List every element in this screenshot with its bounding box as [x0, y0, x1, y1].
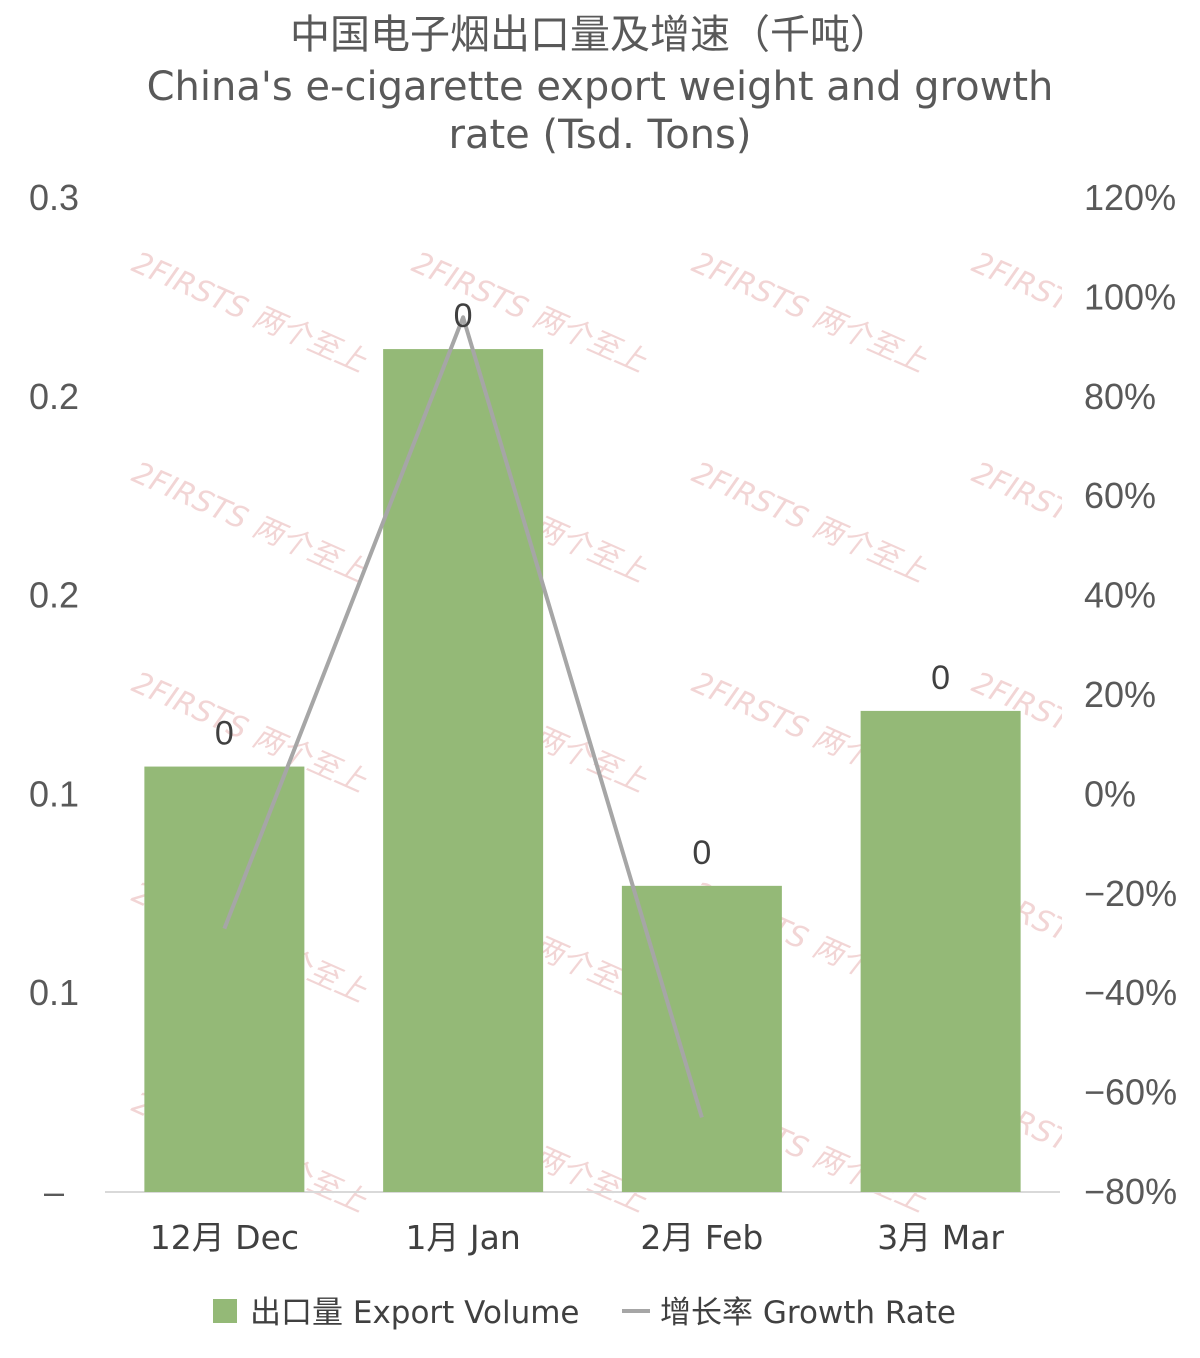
data-label: 0 — [931, 659, 950, 697]
left-tick-label: 0.1 — [29, 972, 79, 1013]
legend-label-export-volume: 出口量 Export Volume — [250, 1295, 579, 1331]
legend: 出口量 Export Volume 增长率 Growth Rate — [213, 1295, 956, 1331]
legend-swatch-export-volume — [213, 1299, 237, 1323]
right-tick-label: −40% — [1084, 972, 1177, 1013]
right-tick-label: −80% — [1084, 1171, 1177, 1212]
bar — [860, 710, 1021, 1192]
data-label: 0 — [692, 834, 711, 872]
right-tick-label: 80% — [1084, 376, 1156, 417]
right-axis: −80% −60% −40% −20% 0% 20% 40% 60% 80% 100% 120% — [1084, 177, 1177, 1212]
left-axis: – 0.1 0.1 0.2 0.2 0.3 — [29, 177, 79, 1212]
category-label: 3月 Mar — [877, 1218, 1004, 1257]
right-tick-label: −60% — [1084, 1072, 1177, 1113]
watermark-text: 2FIRSTS 两个至上 — [687, 455, 932, 590]
category-labels: 12月 Dec 1月 Jan 2月 Feb 3月 Mar — [150, 1218, 1005, 1257]
category-label: 12月 Dec — [150, 1218, 299, 1257]
left-tick-label: – — [44, 1171, 64, 1212]
watermark-text: 2FIRSTS 两个至上 — [127, 245, 372, 380]
chart-title: 中国电子烟出口量及增速（千吨） — [290, 12, 890, 58]
chart-subtitle-line-1: China's e-cigarette export weight and gr… — [147, 64, 1054, 110]
right-tick-label: 0% — [1084, 773, 1136, 814]
left-tick-label: 0.1 — [29, 773, 79, 814]
watermark-text: 2FIRSTS 两个至上 — [127, 455, 372, 590]
data-label: 0 — [215, 715, 234, 753]
left-tick-label: 0.2 — [29, 376, 79, 417]
growth-rate-line — [222, 315, 704, 1119]
legend-label-growth-rate: 增长率 Growth Rate — [660, 1295, 956, 1331]
watermark-text: 2FIRSTS 两个至上 — [687, 245, 932, 380]
data-labels: 0 0 0 0 — [215, 297, 950, 872]
category-label: 2月 Feb — [640, 1218, 763, 1257]
bar — [144, 766, 305, 1192]
right-tick-label: −20% — [1084, 873, 1177, 914]
chart-subtitle-line-2: rate (Tsd. Tons) — [449, 112, 752, 158]
right-tick-label: 120% — [1084, 177, 1176, 218]
line-series — [222, 315, 704, 1119]
right-tick-label: 40% — [1084, 575, 1156, 616]
left-tick-label: 0.3 — [29, 177, 79, 218]
right-tick-label: 20% — [1084, 674, 1156, 715]
left-tick-label: 0.2 — [29, 575, 79, 616]
category-label: 1月 Jan — [405, 1218, 520, 1257]
right-tick-label: 100% — [1084, 276, 1176, 317]
bar-series — [144, 349, 1021, 1192]
right-tick-label: 60% — [1084, 475, 1156, 516]
data-label: 0 — [454, 297, 473, 335]
bar — [383, 349, 544, 1192]
